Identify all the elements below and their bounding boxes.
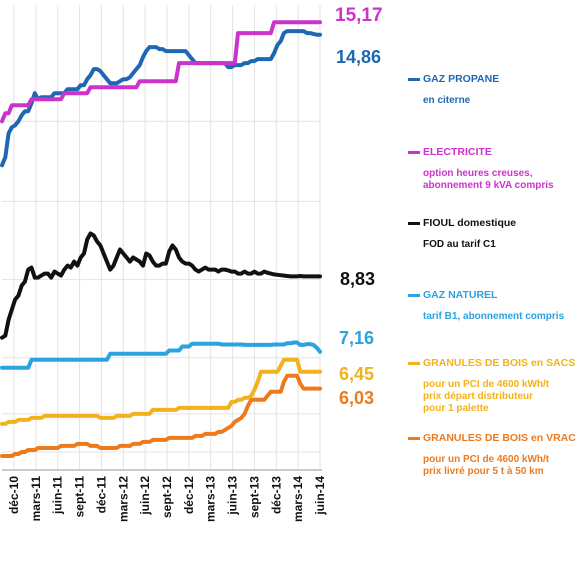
legend-swatch (408, 77, 420, 81)
legend-subtitle: FOD au tarif C1 (423, 239, 496, 250)
legend-label: FIOUL domestique (423, 217, 517, 229)
x-tick-label: juin-14 (313, 476, 327, 516)
legend-head: GRANULES DE BOIS en VRAC (408, 432, 580, 444)
x-tick-label: juin-12 (138, 476, 152, 516)
series-end-labels: 15,17 14,86 8,83 7,16 6,45 6,03 (335, 5, 383, 408)
legend-swatch (408, 221, 420, 225)
x-tick-label: sept-13 (247, 476, 261, 518)
legend-swatch (408, 150, 420, 154)
legend-label: GAZ PROPANE (423, 73, 500, 85)
series-end-label: 14,86 (336, 47, 381, 67)
legend-subtitle: tarif B1, abonnement compris (423, 311, 565, 322)
x-tick-label: juin-13 (226, 476, 240, 516)
x-tick-label: déc-10 (7, 476, 21, 514)
series-line (0, 357, 322, 426)
x-tick-label: déc-13 (269, 476, 283, 514)
legend-subtitle: en citerne (423, 95, 471, 106)
legend-label: GRANULES DE BOIS en SACS (423, 357, 576, 369)
series-end-label: 15,17 (335, 5, 383, 26)
x-axis-ticks: déc-10 mars-11 juin-11 sept-11 déc-11 mars-12… (7, 476, 327, 522)
series-line (0, 20, 322, 124)
x-tick-label: mars-12 (116, 476, 130, 522)
legend-head: GAZ PROPANE (408, 73, 580, 85)
legend-item-electricite: ELECTRICITE option heures creuses, abonn… (408, 146, 580, 192)
x-tick-label: sept-11 (73, 476, 87, 518)
legend-item-granules-vrac: GRANULES DE BOIS en VRAC pour un PCI de … (408, 432, 580, 478)
series-line (0, 231, 322, 340)
x-tick-label: sept-12 (160, 476, 174, 518)
legend-head: GAZ NATUREL (408, 289, 580, 301)
legend-head: FIOUL domestique (408, 217, 580, 229)
x-tick-label: juin-11 (51, 476, 65, 515)
legend-label: GRANULES DE BOIS en VRAC (423, 432, 576, 444)
series-line (0, 373, 322, 458)
legend-item-gaz-naturel: GAZ NATUREL tarif B1, abonnement compris (408, 289, 580, 323)
series-end-label: 6,03 (339, 388, 374, 408)
legend-swatch (408, 361, 420, 365)
x-tick-label: déc-11 (94, 476, 108, 514)
x-tick-label: déc-12 (182, 476, 196, 514)
series-end-label: 8,83 (340, 269, 375, 289)
series-line (0, 29, 322, 168)
x-tick-label: mars-11 (29, 476, 43, 522)
series-line (0, 340, 322, 370)
legend-item-fioul: FIOUL domestique FOD au tarif C1 (408, 217, 580, 251)
legend-swatch (408, 293, 420, 297)
series-end-label: 6,45 (339, 364, 374, 384)
legend-head: GRANULES DE BOIS en SACS (408, 357, 580, 369)
legend-subtitle: option heures creuses, abonnement 9 kVA … (423, 168, 554, 191)
chart-grid (2, 5, 322, 471)
legend-item-gaz-propane: GAZ PROPANE en citerne (408, 73, 580, 107)
legend-subtitle: pour un PCI de 4600 kWh/t prix départ di… (423, 379, 550, 414)
legend-label: ELECTRICITE (423, 146, 492, 158)
legend-item-granules-sacs: GRANULES DE BOIS en SACS pour un PCI de … (408, 357, 580, 415)
legend-swatch (408, 436, 420, 440)
x-tick-label: mars-14 (291, 476, 305, 522)
x-tick-label: mars-13 (204, 476, 218, 522)
legend-head: ELECTRICITE (408, 146, 580, 158)
series-lines (0, 20, 322, 458)
series-end-label: 7,16 (339, 328, 374, 348)
legend-subtitle: pour un PCI de 4600 kWh/t prix livré pou… (423, 454, 550, 477)
legend-label: GAZ NATUREL (423, 289, 498, 301)
